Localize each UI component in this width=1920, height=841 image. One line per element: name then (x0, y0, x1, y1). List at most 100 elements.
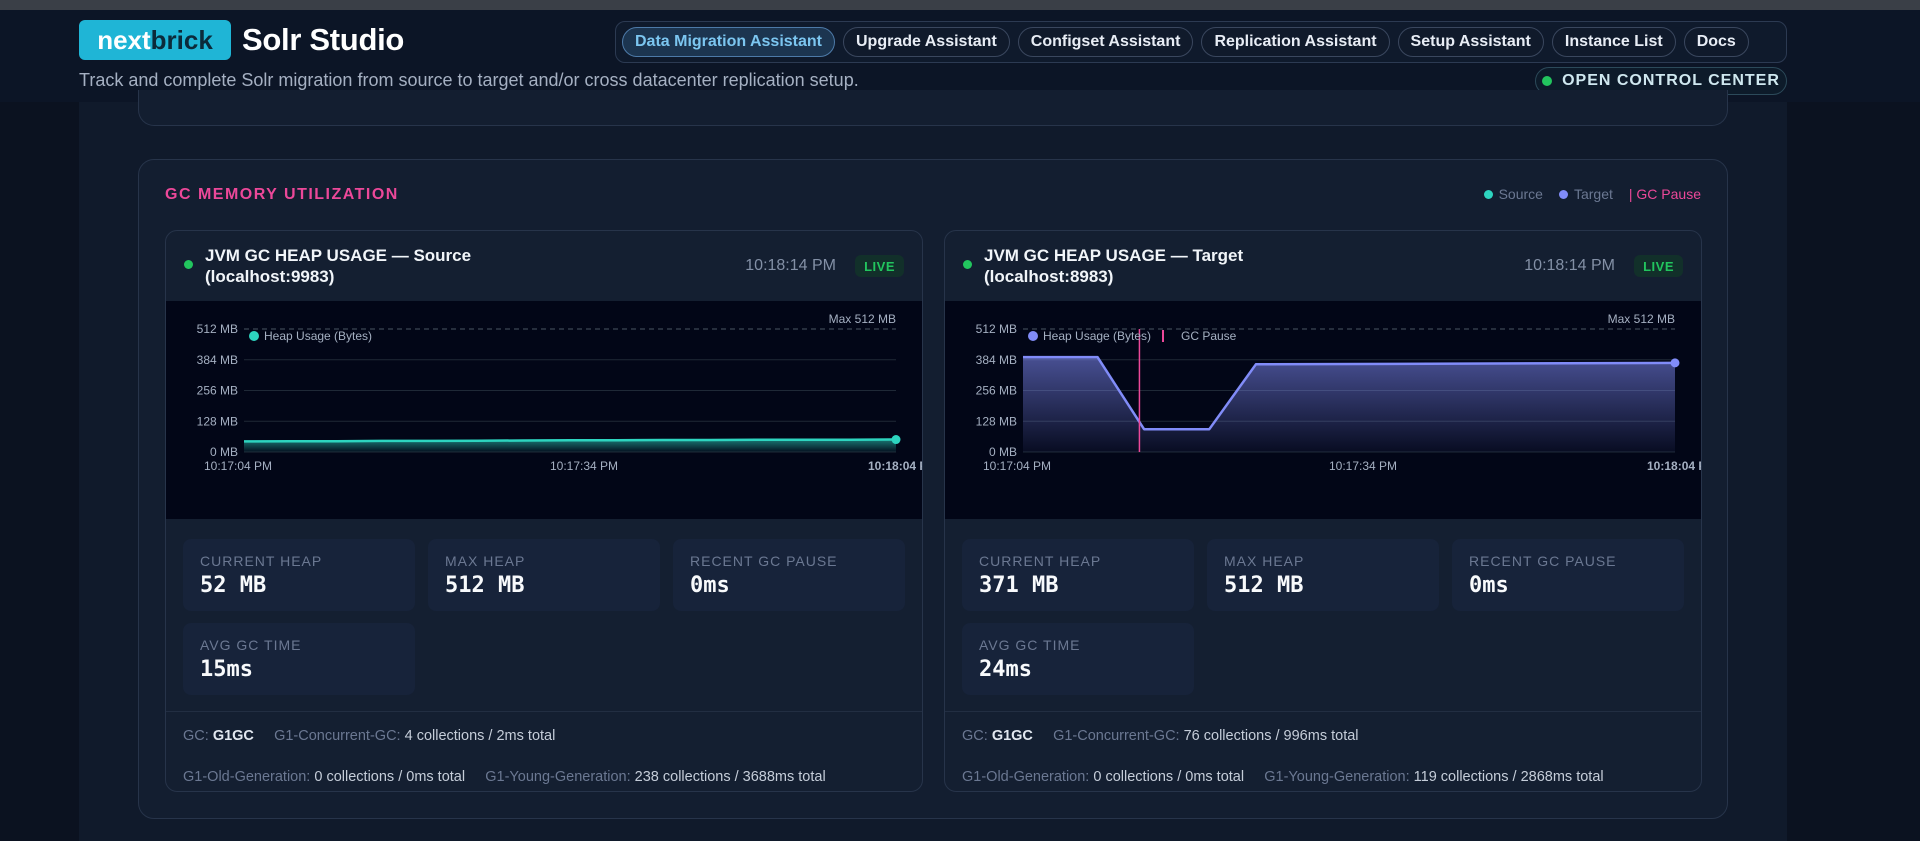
old-gen-value: 0 collections / 0ms total (314, 769, 466, 785)
stat-label: CURRENT HEAP (979, 553, 1102, 569)
nextbrick-logo[interactable]: next brick (79, 20, 231, 60)
latest-point (891, 435, 901, 445)
gc-name: G1GC (991, 728, 1033, 744)
gc-memory-panel: GC MEMORY UTILIZATION Source Target | GC… (138, 159, 1728, 819)
status-dot-icon (1542, 76, 1553, 86)
gc-name: G1GC (212, 728, 254, 744)
nav-configset-assistant[interactable]: Configset Assistant (1017, 27, 1194, 57)
live-status-dot-icon (963, 260, 972, 269)
divider (166, 711, 922, 712)
target-dot-icon (1558, 189, 1568, 199)
nav-instance-list[interactable]: Instance List (1551, 27, 1676, 57)
live-badge: LIVE (855, 255, 904, 277)
heap-area (244, 439, 896, 452)
nav-data-migration-assistant[interactable]: Data Migration Assistant (622, 27, 835, 57)
card-header: JVM GC HEAP USAGE — Source (localhost:99… (166, 231, 922, 301)
divider (945, 711, 1701, 712)
latest-point (1670, 358, 1680, 368)
stat-value: 15ms (200, 657, 253, 682)
stat-label: AVG GC TIME (979, 637, 1081, 653)
card-title: JVM GC HEAP USAGE — Source (localhost:99… (205, 245, 535, 287)
logo-text-brick: brick (150, 24, 213, 55)
x-tick-label: 10:17:34 PM (550, 459, 618, 473)
legend-source-label: Source (1498, 186, 1543, 202)
gc-label: GC: (962, 728, 988, 744)
heap-chart: 512 MB 384 MB 256 MB 128 MB 0 MB Max 512 MB 10… (166, 301, 923, 519)
stat-value: 52 MB (200, 573, 267, 598)
stat-recent-gc-pause: RECENT GC PAUSE 0ms (673, 539, 905, 611)
stat-label: CURRENT HEAP (200, 553, 323, 569)
old-gen-value: 0 collections / 0ms total (1093, 769, 1245, 785)
old-gen-label: G1-Old-Generation: (183, 769, 311, 785)
y-tick-label: 256 MB (197, 384, 238, 398)
card-timestamp: 10:18:14 PM (1524, 257, 1615, 274)
concurrent-label: G1-Concurrent-GC: (274, 728, 401, 744)
concurrent-value: 76 collections / 996ms total (1183, 728, 1359, 744)
app-subtitle: Track and complete Solr migration from s… (79, 70, 859, 90)
heap-chart-svg: 512 MB 384 MB 256 MB 128 MB 0 MB Max 512 MB 10… (976, 312, 1701, 473)
young-gen-label: G1-Young-Generation: (485, 769, 631, 785)
gc-panel-title: GC MEMORY UTILIZATION (165, 186, 399, 203)
live-badge: LIVE (1634, 255, 1683, 277)
card-timestamp: 10:18:14 PM (745, 257, 836, 274)
heap-area (1023, 357, 1675, 452)
y-tick-label: 512 MB (976, 322, 1017, 336)
stat-label: AVG GC TIME (200, 637, 302, 653)
y-tick-label: 384 MB (197, 353, 238, 367)
heap-line (1023, 355, 1676, 431)
max-label: Max 512 MB (829, 312, 896, 326)
y-tick-label: 512 MB (197, 322, 238, 336)
series-legend-dot-icon (1028, 331, 1038, 341)
stat-value: 371 MB (979, 573, 1059, 598)
series-legend-label: Heap Usage (Bytes) (1043, 329, 1151, 343)
app-header: next brick Solr Studio Track and complete… (0, 10, 1920, 102)
target-heap-card: JVM GC HEAP USAGE — Target (localhost:89… (944, 230, 1702, 792)
stat-avg-gc-time: AVG GC TIME 15ms (183, 623, 415, 695)
stat-max-heap: MAX HEAP 512 MB (1207, 539, 1439, 611)
gc-label: GC: (183, 728, 209, 744)
x-tick-label: 10:18:04 PM (868, 459, 923, 473)
legend-target-label: Target (1573, 186, 1613, 202)
gc-info-row2: G1-Old-Generation: 0 collections / 0ms t… (962, 769, 1604, 785)
previous-panel-bottom (138, 90, 1728, 126)
card-title-line1: JVM GC HEAP USAGE — Source (205, 246, 472, 265)
y-tick-label: 0 MB (989, 445, 1017, 459)
stat-current-heap: CURRENT HEAP 52 MB (183, 539, 415, 611)
stat-label: MAX HEAP (1224, 553, 1305, 569)
series-legend-label: Heap Usage (Bytes) (264, 329, 372, 343)
young-gen-value: 119 collections / 2868ms total (1413, 769, 1604, 785)
source-dot-icon (1483, 189, 1493, 199)
card-title-line1: JVM GC HEAP USAGE — Target (984, 246, 1244, 265)
stat-label: MAX HEAP (445, 553, 526, 569)
card-title-line2: (localhost:9983) (205, 267, 335, 286)
stat-value: 512 MB (1224, 573, 1304, 598)
y-tick-label: 128 MB (976, 414, 1017, 428)
logo-text-next: next (97, 24, 151, 55)
gc-info-row2: G1-Old-Generation: 0 collections / 0ms t… (183, 769, 826, 785)
gc-info-row1: GC: G1GC G1-Concurrent-GC: 4 collections… (183, 728, 555, 744)
legend-target: Target (1558, 186, 1613, 202)
legend-source: Source (1483, 186, 1543, 202)
open-control-center-label: OPEN CONTROL CENTER (1562, 72, 1780, 89)
source-heap-card: JVM GC HEAP USAGE — Source (localhost:99… (165, 230, 923, 792)
y-tick-label: 128 MB (197, 414, 238, 428)
gc-legend: Source Target | GC Pause (1483, 186, 1701, 202)
card-title: JVM GC HEAP USAGE — Target (localhost:89… (984, 245, 1314, 287)
x-tick-label: 10:17:34 PM (1329, 459, 1397, 473)
nav-replication-assistant[interactable]: Replication Assistant (1201, 27, 1390, 57)
y-tick-label: 384 MB (976, 353, 1017, 367)
card-title-line2: (localhost:8983) (984, 267, 1114, 286)
legend-gc-pause: | GC Pause (1628, 186, 1701, 202)
nav-docs[interactable]: Docs (1683, 27, 1749, 57)
y-tick-label: 256 MB (976, 384, 1017, 398)
nav-upgrade-assistant[interactable]: Upgrade Assistant (843, 27, 1010, 57)
nav-setup-assistant[interactable]: Setup Assistant (1397, 27, 1544, 57)
series-legend-dot-icon (249, 331, 259, 341)
gc-info-row1: GC: G1GC G1-Concurrent-GC: 76 collection… (962, 728, 1359, 744)
heap-line (243, 438, 897, 443)
heap-chart: 512 MB 384 MB 256 MB 128 MB 0 MB Max 512 MB 10… (945, 301, 1701, 519)
card-header: JVM GC HEAP USAGE — Target (localhost:89… (945, 231, 1701, 301)
stat-max-heap: MAX HEAP 512 MB (428, 539, 660, 611)
stat-recent-gc-pause: RECENT GC PAUSE 0ms (1452, 539, 1684, 611)
stat-current-heap: CURRENT HEAP 371 MB (962, 539, 1194, 611)
